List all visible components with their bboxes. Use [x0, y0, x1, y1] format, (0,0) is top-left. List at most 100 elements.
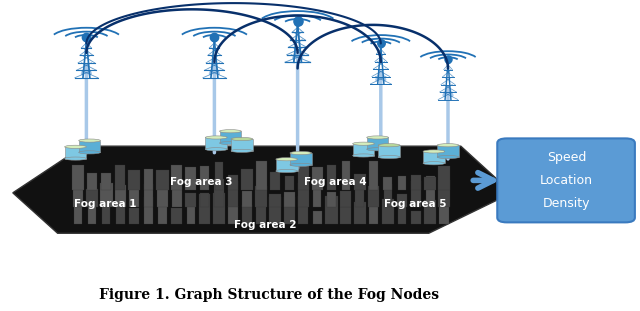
Bar — [255, 161, 267, 190]
Bar — [423, 151, 445, 163]
Bar — [312, 211, 323, 224]
Bar — [241, 169, 253, 190]
Ellipse shape — [276, 169, 298, 173]
Ellipse shape — [290, 151, 312, 155]
Bar — [205, 137, 227, 149]
Bar — [342, 161, 349, 190]
Bar — [144, 184, 153, 207]
Bar — [115, 185, 126, 207]
Ellipse shape — [231, 149, 253, 152]
Bar — [172, 165, 182, 190]
Bar — [411, 181, 421, 207]
Bar — [212, 193, 225, 224]
Bar — [214, 162, 223, 190]
Bar — [199, 194, 211, 224]
Bar — [101, 173, 111, 190]
Bar — [144, 169, 153, 190]
Bar — [144, 197, 153, 224]
Text: Fog area 1: Fog area 1 — [74, 199, 136, 209]
FancyBboxPatch shape — [497, 138, 635, 222]
Ellipse shape — [290, 163, 312, 166]
Bar — [228, 206, 238, 224]
Bar — [171, 208, 182, 224]
Bar — [340, 191, 351, 207]
Bar — [439, 194, 449, 224]
Bar — [382, 199, 394, 224]
Bar — [100, 183, 113, 207]
Bar — [72, 165, 84, 190]
Ellipse shape — [353, 154, 374, 157]
Bar — [200, 166, 209, 190]
Bar — [284, 197, 295, 224]
Bar — [115, 165, 125, 190]
Bar — [438, 166, 450, 190]
Bar — [383, 184, 392, 207]
Bar — [369, 194, 378, 224]
Bar — [185, 193, 196, 207]
Text: Density: Density — [543, 197, 590, 210]
Bar — [79, 141, 100, 152]
Ellipse shape — [423, 162, 445, 165]
Bar — [200, 193, 209, 207]
Bar — [369, 161, 378, 190]
Bar — [65, 147, 86, 159]
Bar — [228, 175, 237, 190]
Bar — [158, 199, 167, 224]
Bar — [424, 201, 436, 224]
Bar — [314, 186, 321, 207]
Bar — [116, 194, 125, 224]
Bar — [353, 144, 374, 156]
Bar — [312, 167, 323, 190]
Bar — [255, 186, 267, 207]
Ellipse shape — [378, 156, 400, 159]
Bar — [129, 188, 140, 207]
Ellipse shape — [423, 150, 445, 153]
Bar — [398, 197, 406, 224]
Bar — [187, 204, 195, 224]
Bar — [437, 145, 459, 157]
Ellipse shape — [367, 136, 388, 139]
Bar — [73, 189, 83, 207]
Bar — [397, 176, 406, 190]
Bar — [368, 186, 380, 207]
Bar — [129, 170, 140, 190]
Bar — [74, 202, 82, 224]
Bar — [185, 168, 196, 190]
Bar — [88, 204, 96, 224]
Ellipse shape — [378, 144, 400, 147]
Bar — [269, 197, 282, 224]
Bar — [242, 191, 252, 207]
Bar — [411, 211, 421, 224]
Ellipse shape — [276, 158, 298, 161]
Ellipse shape — [437, 144, 459, 147]
Bar — [270, 172, 280, 190]
Bar — [298, 196, 308, 224]
Bar — [231, 139, 253, 151]
Bar — [426, 176, 435, 207]
Ellipse shape — [205, 148, 227, 151]
Bar — [129, 208, 140, 224]
Bar — [327, 165, 336, 190]
Bar — [290, 153, 312, 165]
Bar — [256, 197, 266, 224]
Bar — [87, 173, 97, 190]
Bar — [327, 192, 336, 207]
Bar — [172, 187, 182, 207]
Bar — [378, 145, 400, 157]
Bar — [298, 162, 309, 190]
Ellipse shape — [79, 151, 100, 154]
Bar — [284, 192, 295, 207]
Text: Fog area 3: Fog area 3 — [170, 177, 232, 187]
Bar — [397, 194, 406, 207]
Ellipse shape — [205, 136, 227, 139]
Text: Fog area 2: Fog area 2 — [234, 220, 296, 230]
Text: Fog area 4: Fog area 4 — [304, 177, 367, 187]
Ellipse shape — [231, 137, 253, 141]
Ellipse shape — [65, 145, 86, 148]
Bar — [156, 169, 169, 190]
Bar — [269, 194, 282, 207]
Ellipse shape — [79, 139, 100, 142]
Text: Fog area 5: Fog area 5 — [384, 199, 447, 209]
Bar — [412, 175, 420, 190]
Ellipse shape — [437, 156, 459, 159]
